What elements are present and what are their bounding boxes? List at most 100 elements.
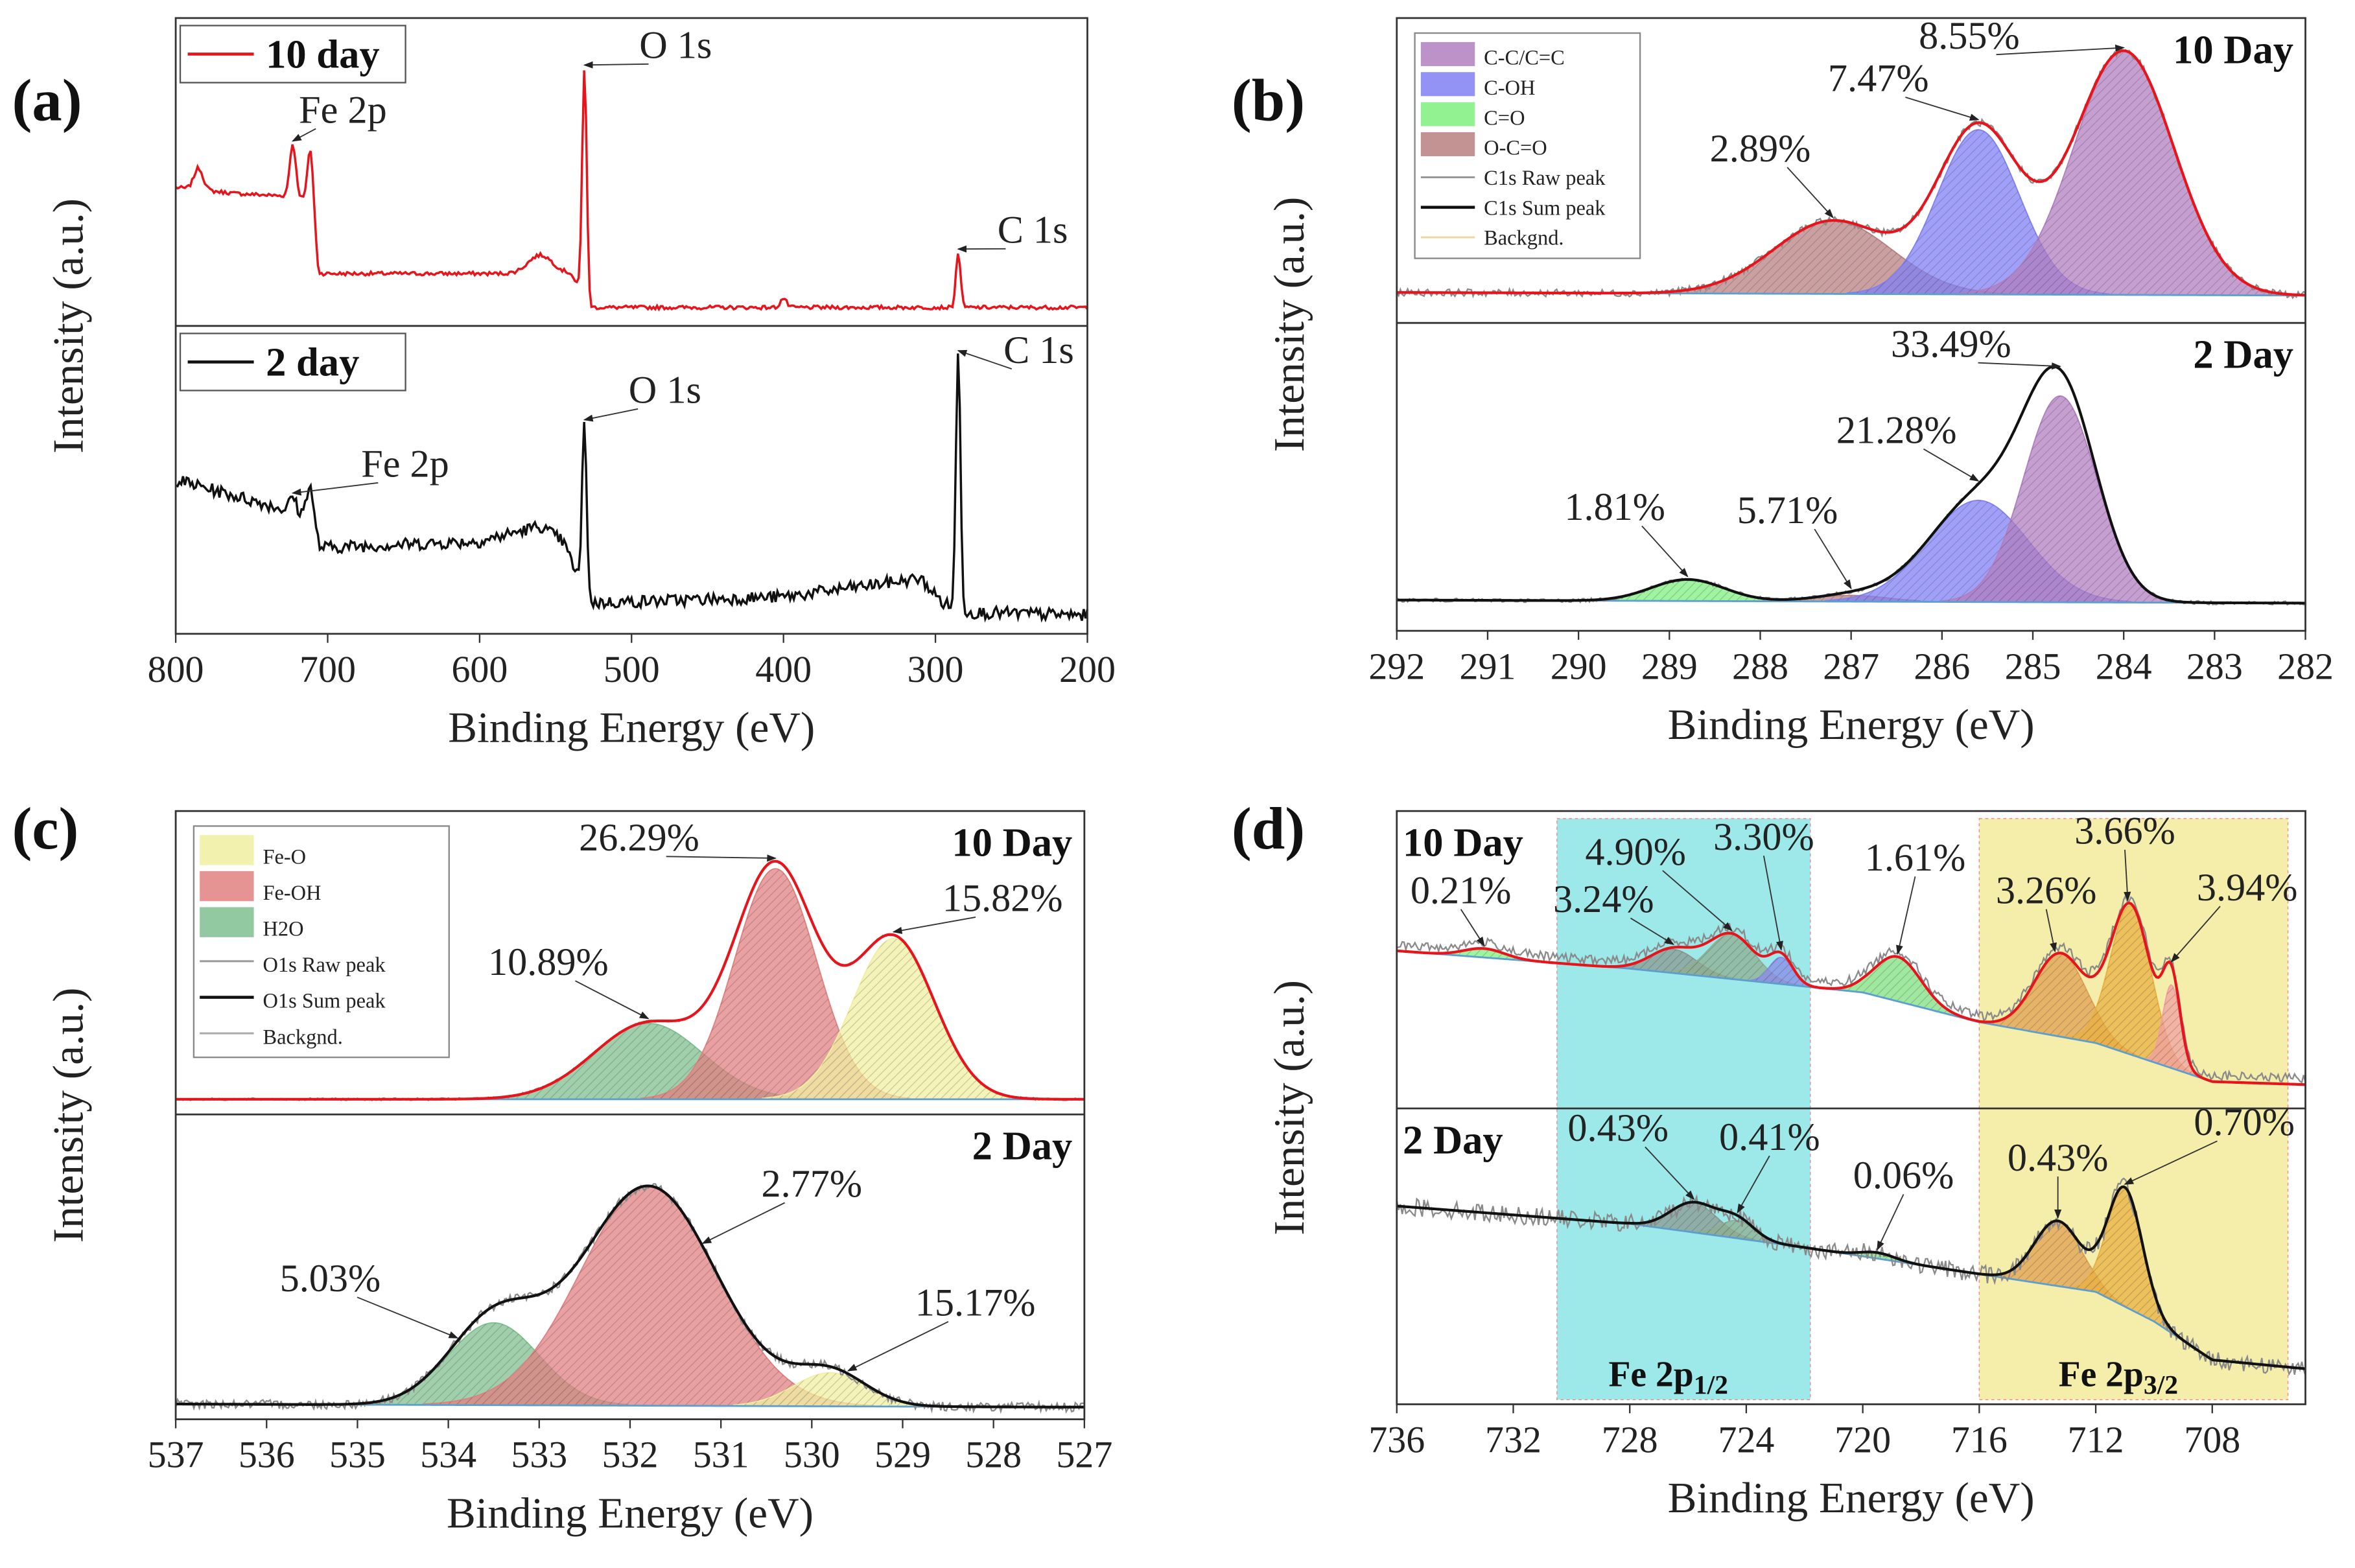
x-tick-label: 535 [329, 1434, 386, 1476]
legend-label: Backgnd. [263, 1025, 342, 1049]
y-axis-label: Intensity (a.u.) [1265, 980, 1313, 1235]
panel-label: (a) [12, 67, 82, 134]
x-tick-label: 531 [693, 1434, 749, 1476]
annotation-arrow [1905, 97, 1980, 121]
x-tick-label: 534 [420, 1434, 476, 1476]
peak-annotation: 3.24% [1553, 878, 1654, 921]
y-axis-label: Intensity (a.u.) [1265, 197, 1313, 452]
x-tick-label: 529 [874, 1434, 931, 1476]
x-tick-label: 716 [1951, 1419, 2008, 1461]
peak-annotation: 1.61% [1865, 836, 1966, 880]
peak-annotation: 15.82% [943, 877, 1063, 920]
peak-annotation: 3.66% [2074, 810, 2175, 853]
x-tick-label: 282 [2277, 645, 2334, 687]
annotation-arrow [1978, 362, 2061, 370]
peak-annotation: 1.81% [1564, 486, 1665, 529]
x-tick-label: 528 [965, 1434, 1022, 1476]
legend-label: Fe-OH [263, 882, 321, 905]
legend-swatch [1420, 102, 1475, 126]
x-tick-label: 284 [2096, 645, 2152, 687]
annotation-arrow [2124, 1140, 2218, 1185]
sum-peak-line [1396, 1185, 2306, 1370]
annotation-arrow [1895, 876, 1916, 955]
band-label: Fe 2p3/2 [2059, 1355, 2179, 1401]
x-tick-label: 724 [1718, 1419, 1774, 1461]
x-tick-label: 500 [603, 648, 660, 690]
x-tick-label: 283 [2186, 645, 2243, 687]
x-tick-label: 286 [1914, 645, 1970, 687]
panel-label: (b) [1232, 67, 1305, 134]
x-tick-label: 700 [299, 648, 356, 690]
annotation-arrow [1923, 448, 1980, 482]
legend-swatch [1420, 41, 1475, 66]
y-axis-label: Intensity (a.u.) [43, 988, 92, 1243]
sample-day-label: 2 Day [2193, 332, 2293, 377]
sample-day-label: 2 Day [1403, 1117, 1503, 1162]
legend-swatch [200, 871, 254, 902]
peak-annotation: 33.49% [1891, 322, 2011, 366]
peak-annotation: C 1s [998, 209, 1068, 252]
panel-c: 26.29% 15.82% 10.89% 10 Day 2.77% 5.03% 15.17%… [12, 795, 1113, 1537]
sum-peak-line [176, 1184, 1084, 1409]
legend-label: 2 day [266, 339, 359, 384]
x-tick-label: 287 [1823, 645, 1879, 687]
peak-annotation: 3.30% [1713, 815, 1814, 859]
x-tick-label: 288 [1732, 645, 1788, 687]
annotation-arrow [847, 1321, 949, 1372]
x-tick-label: 532 [602, 1434, 659, 1476]
x-tick-label: 800 [148, 648, 204, 690]
peak-annotation: 8.55% [1919, 14, 2020, 58]
x-tick-label: 527 [1056, 1434, 1112, 1476]
sample-day-label: 10 Day [2173, 27, 2293, 72]
annotation-arrow [291, 128, 316, 142]
x-tick-label: 712 [2068, 1419, 2124, 1461]
sum-peak-line [176, 860, 1084, 1101]
legend-label: O1s Sum peak [263, 990, 386, 1013]
annotation-arrow [892, 917, 976, 934]
annotation-arrow [1737, 1155, 1770, 1214]
panel-label: (d) [1232, 795, 1305, 862]
peak-annotation: 0.06% [1853, 1154, 1954, 1197]
annotation-arrow [957, 349, 1013, 369]
peak-annotation: 0.43% [2008, 1136, 2109, 1180]
spectrum-line [175, 70, 1088, 312]
peak-annotation: Fe 2p [361, 443, 449, 486]
peak-annotation: 3.94% [2197, 866, 2298, 909]
x-tick-label: 728 [1602, 1419, 1658, 1461]
sum-peak-line [1396, 901, 2306, 1086]
annotation-arrow [1662, 870, 1733, 931]
x-tick-label: 600 [451, 648, 508, 690]
peak-annotation: 0.21% [1411, 869, 1512, 912]
peak-annotation: 5.71% [1737, 489, 1838, 532]
legend-label: C-C/C=C [1484, 47, 1565, 70]
peak-hatch [1833, 956, 1962, 1018]
legend-label: H2O [263, 918, 303, 941]
annotation-arrow [701, 1202, 786, 1245]
x-tick-label: 285 [2005, 645, 2061, 687]
peak-hatch [2145, 985, 2197, 1077]
peak-annotation: 0.70% [2194, 1101, 2295, 1144]
peak-annotation: C 1s [1003, 329, 1074, 372]
peak-annotation: 4.90% [1585, 830, 1686, 874]
annotation-arrow [575, 980, 650, 1020]
sample-day-label: 10 Day [952, 820, 1072, 865]
peak-hatch [1597, 579, 1779, 602]
x-axis-label: Binding Energy (eV) [448, 703, 815, 752]
x-axis-label: Binding Energy (eV) [1668, 1473, 2035, 1522]
peak-annotation: 10.89% [488, 941, 609, 984]
peak-annotation: 0.41% [1719, 1116, 1820, 1159]
x-axis-label: Binding Energy (eV) [447, 1488, 814, 1537]
annotation-arrow [583, 61, 649, 69]
peak-annotation: O 1s [639, 24, 712, 67]
legend-label: C-OH [1484, 76, 1535, 100]
peak-annotation: 26.29% [579, 816, 699, 860]
x-tick-label: 720 [1834, 1419, 1891, 1461]
x-tick-label: 536 [239, 1434, 295, 1476]
sample-day-label: 10 Day [1403, 820, 1523, 865]
annotation-arrow [1460, 909, 1485, 947]
annotation-arrow [1641, 525, 1689, 578]
x-tick-label: 530 [784, 1434, 840, 1476]
peak-hatch [733, 1372, 926, 1407]
annotation-arrow [357, 1296, 459, 1339]
legend-label: Fe-O [263, 845, 306, 869]
